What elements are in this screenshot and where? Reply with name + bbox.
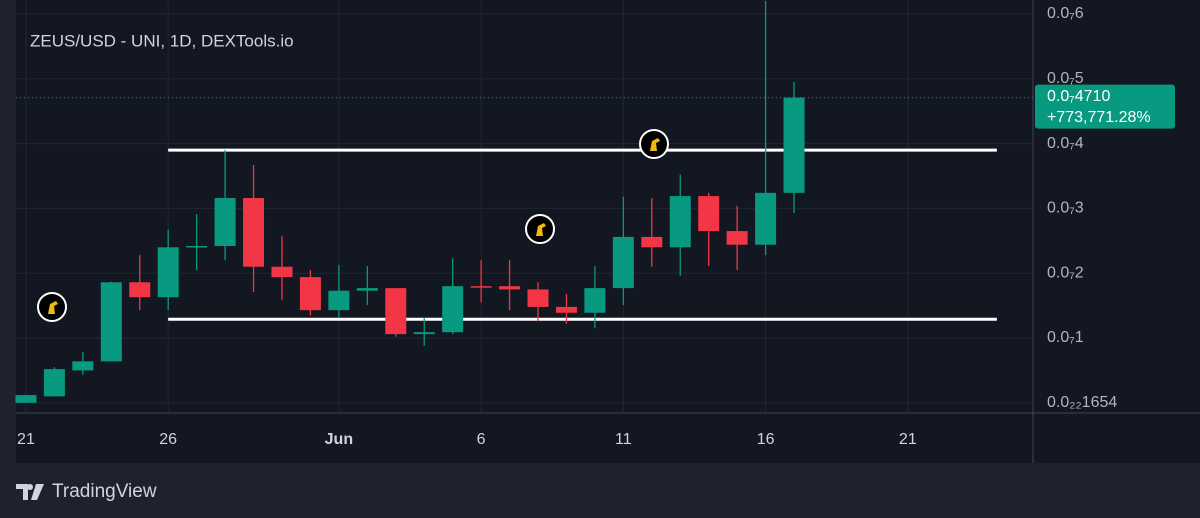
y-tick-label: 0.0₇5: [1047, 70, 1084, 87]
y-tick-label: 0.0₇6: [1047, 5, 1084, 22]
markers: [37, 129, 669, 322]
candle-body: [499, 286, 521, 290]
x-tick-label: 21: [899, 431, 917, 448]
chart-title: ZEUS/USD - UNI, 1D, DEXTools.io: [30, 31, 294, 50]
y-tick-label: 0.0₂₂1654: [1047, 394, 1117, 411]
axes: 0.0₂₂1654 0.0₇1 0.0₇2 0.0₇3 0.0₇4 0.0₇5 0.0₇6 2…: [16, 5, 1175, 448]
marker: [525, 214, 555, 244]
candle-body: [612, 236, 634, 289]
x-tick-label: 11: [615, 431, 632, 448]
candle-body: [641, 236, 663, 248]
candle-body: [470, 286, 492, 288]
brand-name: TradingView: [52, 481, 157, 502]
candle-body: [527, 289, 549, 307]
candle-body: [214, 198, 236, 246]
candle-body: [186, 245, 208, 248]
candle-body: [669, 196, 691, 248]
candle-body: [43, 369, 65, 397]
candle-body: [783, 97, 805, 193]
chart-pane: [16, 0, 1200, 463]
y-tick-label: 0.0₇2: [1047, 264, 1084, 281]
candle-body: [271, 266, 293, 278]
x-tick-label: Jun: [325, 431, 353, 448]
candle-body: [328, 290, 350, 311]
candle-body: [726, 231, 748, 245]
y-tick-label: 0.0₇1: [1047, 329, 1084, 346]
brand-logo: [16, 484, 44, 500]
candle-body: [100, 282, 122, 362]
marker: [639, 129, 669, 159]
candle-body: [356, 288, 378, 291]
x-tick-label: 6: [477, 431, 486, 448]
candle-body: [72, 361, 94, 371]
y-tick-label: 0.0₇3: [1047, 200, 1084, 217]
last-price-box: [1035, 84, 1175, 129]
candle-body: [385, 288, 407, 335]
x-tick-label: 16: [757, 431, 775, 448]
candle-body: [243, 198, 265, 267]
candle-body: [442, 286, 464, 333]
candle-body: [413, 332, 435, 335]
footer: TradingView: [16, 481, 157, 502]
candle-body: [584, 288, 606, 313]
candle-body: [698, 196, 720, 232]
x-tick-label: 21: [17, 431, 35, 448]
candle-body: [129, 282, 151, 298]
candle-body: [755, 192, 777, 245]
candles: [15, 1, 805, 403]
candle-body: [157, 247, 179, 298]
candle-body: [15, 395, 37, 403]
y-tick-label: 0.0₇4: [1047, 135, 1084, 152]
marker: [37, 292, 67, 322]
candle-body: [299, 277, 321, 311]
last-price-label: 0.0₇4710: [1047, 88, 1110, 105]
x-tick-label: 26: [159, 431, 177, 448]
levels: [168, 148, 997, 321]
change-label: +773,771.28%: [1047, 109, 1151, 126]
candle-body: [555, 306, 577, 313]
